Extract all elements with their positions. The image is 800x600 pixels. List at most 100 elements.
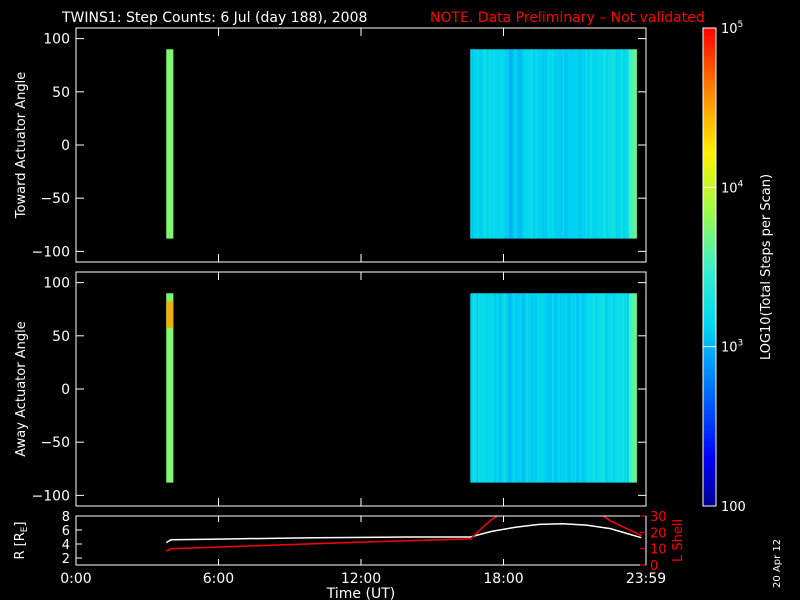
heatmap-cell bbox=[618, 49, 621, 239]
heatmap-cell bbox=[524, 49, 527, 239]
heatmap-cell bbox=[545, 293, 548, 483]
colorbar-tick-label: 105 bbox=[721, 20, 743, 37]
heatmap-cell bbox=[536, 293, 539, 483]
heatmap-cell bbox=[486, 293, 489, 483]
heatmap-cell bbox=[610, 49, 613, 239]
colorbar-cell bbox=[703, 354, 716, 360]
heatmap-cell bbox=[630, 293, 633, 483]
heatmap-cell bbox=[553, 49, 556, 239]
heatmap-cell bbox=[480, 293, 483, 483]
heatmap-cell bbox=[580, 49, 583, 239]
colorbar-cell bbox=[703, 215, 716, 220]
l-shell-line bbox=[601, 516, 642, 537]
heatmap-cell bbox=[482, 293, 485, 483]
heatmap-cell bbox=[586, 49, 589, 239]
heatmap-cell bbox=[485, 49, 488, 239]
colorbar-cell bbox=[703, 342, 716, 348]
heatmap-cell bbox=[560, 293, 563, 483]
heatmap-block bbox=[470, 49, 637, 239]
x-tick-label: 0:00 bbox=[60, 571, 91, 587]
chart-title: TWINS1: Step Counts: 6 Jul (day 188), 20… bbox=[61, 10, 367, 26]
heatmap-cell bbox=[515, 293, 518, 483]
heatmap-cell bbox=[485, 293, 488, 483]
heatmap-cell bbox=[529, 293, 532, 483]
heatmap-cell bbox=[621, 49, 624, 239]
y-tick-label: 100 bbox=[43, 32, 70, 48]
heatmap-cell bbox=[509, 293, 512, 483]
heatmap-cell bbox=[568, 293, 571, 483]
colorbar-cell bbox=[703, 490, 716, 495]
colorbar-cell bbox=[703, 251, 716, 256]
colorbar-cell bbox=[703, 131, 716, 137]
y-tick-label: 2 bbox=[62, 552, 70, 567]
heatmap-cell bbox=[527, 49, 530, 239]
heatmap-cell bbox=[489, 293, 492, 483]
heatmap-cell bbox=[511, 293, 513, 483]
left-axis-label: R [RE] bbox=[13, 521, 30, 559]
colorbar-cell bbox=[703, 59, 716, 65]
heatmap-cell bbox=[579, 49, 581, 239]
heatmap-cell bbox=[551, 293, 554, 483]
heatmap-cell bbox=[619, 293, 622, 483]
colorbar-cell bbox=[703, 231, 716, 236]
heatmap-cell bbox=[483, 293, 486, 483]
colorbar-cell bbox=[703, 87, 716, 93]
colorbar-cell bbox=[703, 79, 716, 85]
heatmap-cell bbox=[612, 293, 615, 483]
colorbar-tick-base: 10 bbox=[721, 341, 738, 356]
heatmap-cell bbox=[535, 49, 538, 239]
heatmap-cell bbox=[616, 49, 619, 239]
heatmap-cell bbox=[622, 293, 625, 483]
heatmap-cell bbox=[591, 49, 594, 239]
heatmap-cell bbox=[520, 49, 523, 239]
heatmap-cell bbox=[483, 49, 486, 239]
colorbar-cell bbox=[703, 71, 716, 77]
colorbar-cell bbox=[703, 111, 716, 117]
colorbar-cell bbox=[703, 219, 716, 224]
colorbar-cell bbox=[703, 470, 716, 475]
colorbar-tick-base: 100 bbox=[721, 500, 746, 515]
right-y-tick-label: 0 bbox=[650, 559, 658, 574]
x-tick-label: 23:59 bbox=[626, 571, 666, 587]
y-tick-label: 8 bbox=[62, 510, 70, 525]
heatmap-cell bbox=[612, 49, 615, 239]
colorbar-cell bbox=[703, 263, 716, 268]
colorbar-cell bbox=[703, 370, 716, 376]
colorbar-label: LOG10(Total Steps per Scan) bbox=[759, 174, 774, 360]
heatmap-cell bbox=[582, 49, 584, 239]
heatmap-cell bbox=[498, 49, 501, 239]
right-axis-label: L Shell bbox=[671, 519, 686, 562]
x-axis-label: Time (UT) bbox=[326, 586, 395, 600]
colorbar-cell bbox=[703, 382, 716, 387]
colorbar-cell bbox=[703, 223, 716, 228]
heatmap-cell bbox=[494, 293, 497, 483]
heatmap-cell bbox=[524, 293, 527, 483]
colorbar-cell bbox=[703, 454, 716, 459]
colorbar-cell bbox=[703, 103, 716, 109]
colorbar-cell bbox=[703, 227, 716, 232]
right-y-tick-label: 10 bbox=[650, 543, 667, 558]
heatmap-cell bbox=[606, 293, 609, 483]
heatmap-cell bbox=[630, 49, 633, 239]
heatmap-cell bbox=[474, 293, 477, 483]
heatmap-cell bbox=[541, 293, 544, 483]
colorbar-tick-exponent: 5 bbox=[738, 20, 744, 30]
heatmap-cell bbox=[544, 49, 547, 239]
heatmap-cell bbox=[480, 49, 483, 239]
data-note: NOTE. Data Preliminary – Not validated bbox=[430, 10, 705, 26]
colorbar-cell bbox=[703, 402, 716, 407]
heatmap-block bbox=[166, 49, 174, 239]
colorbar-cell bbox=[703, 466, 716, 471]
heatmap-cell bbox=[521, 293, 524, 483]
heatmap-cell bbox=[470, 49, 473, 239]
heatmap-cell bbox=[508, 293, 510, 483]
colorbar-tick-label: 100 bbox=[721, 500, 746, 515]
colorbar-cell bbox=[703, 91, 716, 97]
x-tick-label: 12:00 bbox=[341, 571, 381, 587]
heatmap-cell bbox=[500, 49, 503, 239]
colorbar-cell bbox=[703, 83, 716, 89]
heatmap-cell bbox=[592, 293, 595, 483]
colorbar-cell bbox=[703, 298, 716, 304]
colorbar-cell bbox=[703, 199, 716, 204]
colorbar-cell bbox=[703, 486, 716, 491]
